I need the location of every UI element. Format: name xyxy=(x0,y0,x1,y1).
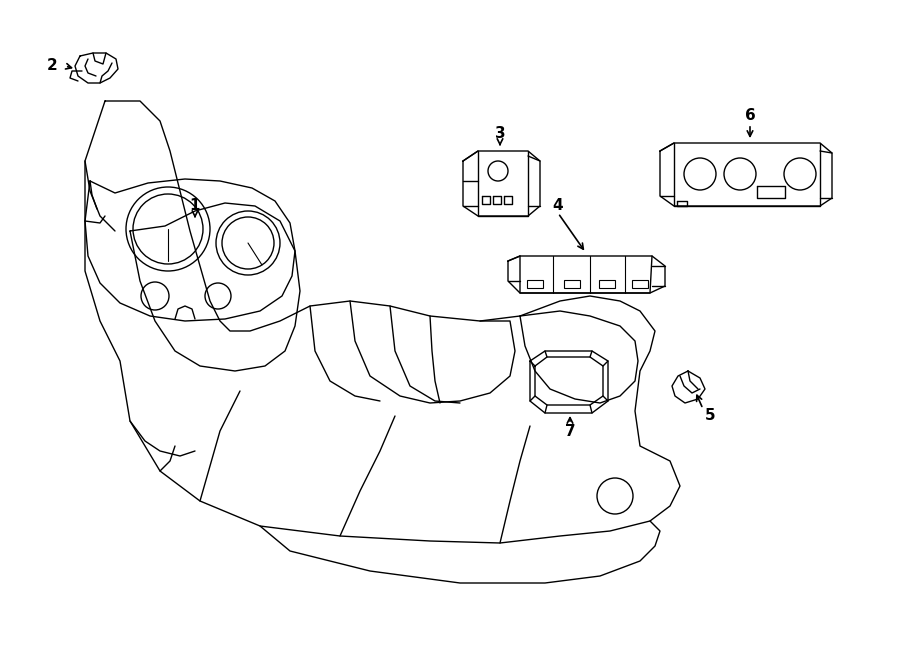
Bar xyxy=(632,280,648,288)
Bar xyxy=(599,280,615,288)
Text: 3: 3 xyxy=(495,126,505,141)
Text: 2: 2 xyxy=(47,59,58,73)
Text: 7: 7 xyxy=(564,424,575,438)
Bar xyxy=(564,280,580,288)
Bar xyxy=(527,280,543,288)
Text: 5: 5 xyxy=(705,408,716,424)
Text: 6: 6 xyxy=(744,108,755,124)
Text: 1: 1 xyxy=(190,198,200,214)
Text: 4: 4 xyxy=(553,198,563,214)
